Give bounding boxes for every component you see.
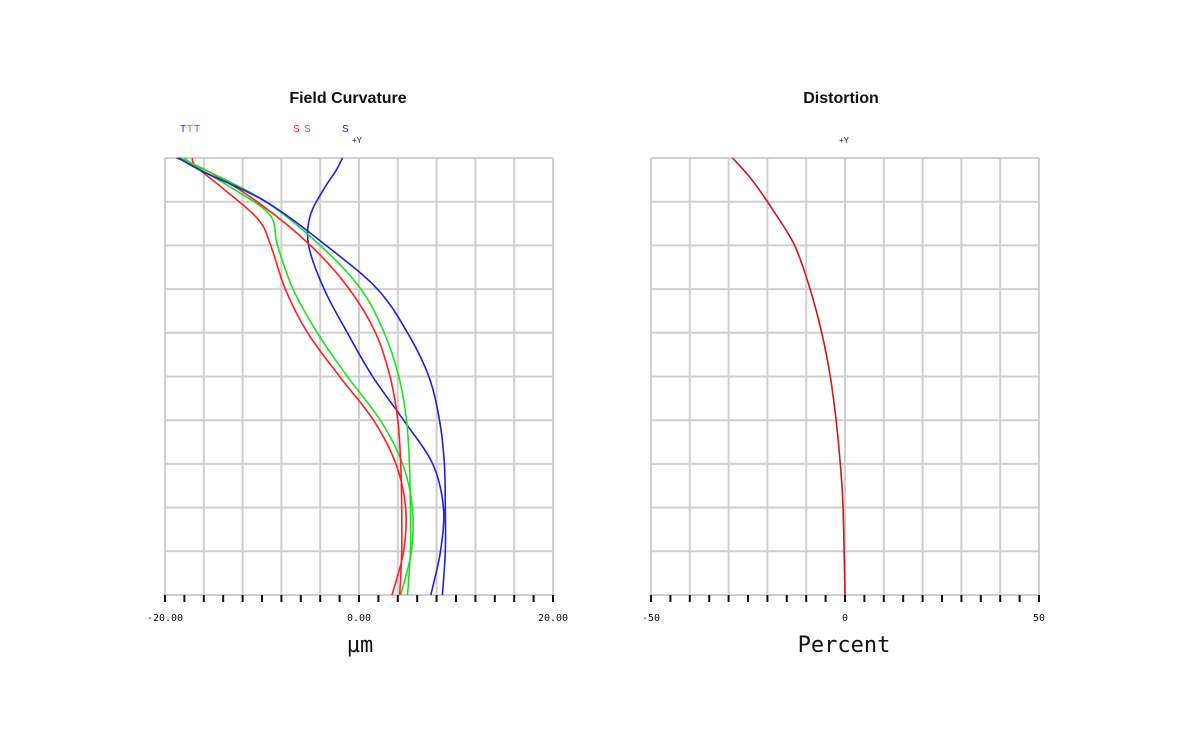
x-axis-label: µm xyxy=(347,633,374,658)
distortion-panel: Distortion -50 0 50 Percent +Y xyxy=(642,90,1045,658)
plot-grid xyxy=(164,157,554,596)
legend-entry: S xyxy=(304,124,311,135)
curves xyxy=(176,157,447,596)
x-axis-ticks xyxy=(164,595,554,602)
x-tick-label: -20.00 xyxy=(147,613,183,624)
field-curvature-panel: Field Curvature -20.00 0.00 20.00 µm +Y … xyxy=(147,90,568,658)
series-line-t xyxy=(306,157,445,596)
x-tick-label: 50 xyxy=(1033,613,1045,624)
series-line-distortion xyxy=(731,157,846,596)
chart-title: Field Curvature xyxy=(289,90,406,107)
legend-entry: T xyxy=(194,124,200,135)
field-label: +Y xyxy=(839,136,850,145)
series-line-t xyxy=(191,157,407,596)
x-tick-label: 0 xyxy=(842,613,848,624)
x-tick-label: 0.00 xyxy=(347,613,371,624)
x-tick-label: 20.00 xyxy=(538,613,568,624)
x-axis-ticks xyxy=(650,595,1040,602)
chart-title: Distortion xyxy=(803,90,879,107)
x-tick-label: -50 xyxy=(642,613,660,624)
legend-entry: T xyxy=(180,124,186,135)
legend-entry: S xyxy=(342,124,349,135)
x-axis-label: Percent xyxy=(798,633,891,658)
series-line-s xyxy=(178,157,447,596)
field-label: +Y xyxy=(352,136,363,145)
legend-entry: S xyxy=(293,124,300,135)
curves xyxy=(731,157,846,596)
legend: T T T S S S xyxy=(180,124,349,135)
legend-entry: T xyxy=(187,124,193,135)
series-line-s xyxy=(176,157,403,596)
plot-grid xyxy=(650,157,1040,596)
series-line-t xyxy=(183,157,414,596)
